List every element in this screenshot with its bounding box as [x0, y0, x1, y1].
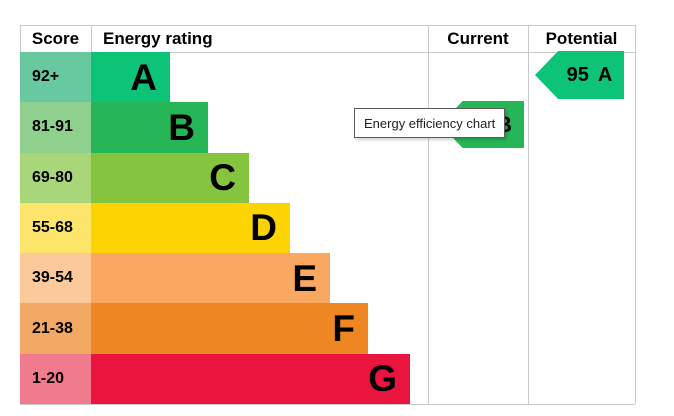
- tooltip: Energy efficiency chart: [354, 108, 506, 138]
- rating-bar-b: B: [91, 102, 208, 153]
- table-right-border: [635, 25, 636, 404]
- band-row-g: 1-20 G: [20, 353, 635, 404]
- score-range-e: 39-54: [20, 253, 91, 304]
- band-row-f: 21-38 F: [20, 303, 635, 354]
- score-rating-divider: [91, 25, 92, 52]
- current-column-left-border: [428, 25, 429, 404]
- band-row-d: 55-68 D: [20, 202, 635, 254]
- score-range-g: 1-20: [20, 353, 91, 404]
- rating-letter-g: G: [368, 358, 397, 400]
- rating-letter-e: E: [292, 257, 317, 299]
- header-bottom-border: [20, 52, 635, 53]
- rating-bar-e: E: [91, 253, 330, 304]
- band-row-c: 69-80 C: [20, 152, 635, 203]
- tooltip-text: Energy efficiency chart: [364, 115, 496, 131]
- band-row-b: 81-91 B: [20, 102, 635, 153]
- header-score: Score: [31, 28, 80, 48]
- potential-rating-letter: A: [597, 63, 613, 86]
- table-top-border: [20, 25, 635, 26]
- band-row-a: 92+ A: [20, 52, 635, 103]
- rating-bar-a: A: [91, 52, 170, 103]
- band-row-e: 39-54 E: [20, 253, 635, 304]
- rating-letter-c: C: [209, 157, 236, 199]
- score-range-f: 21-38: [20, 303, 91, 354]
- score-range-c: 69-80: [20, 152, 91, 203]
- rating-letter-b: B: [168, 106, 195, 148]
- header-current: Current: [447, 28, 509, 48]
- rating-bar-d: D: [91, 202, 290, 254]
- header-energy-rating: Energy rating: [103, 28, 213, 48]
- rating-bar-c: C: [91, 152, 249, 203]
- header-left-border: [20, 25, 21, 52]
- potential-rating-score: 95: [566, 63, 589, 86]
- score-range-d: 55-68: [20, 202, 91, 254]
- rating-letter-f: F: [332, 308, 355, 350]
- rating-letter-a: A: [130, 56, 157, 98]
- rating-letter-d: D: [250, 207, 277, 249]
- rating-bar-g: G: [91, 353, 410, 404]
- score-range-b: 81-91: [20, 102, 91, 153]
- table-bottom-border: [20, 404, 635, 405]
- band-rows: 92+ A 81-91 B 69-80 C 55-68 D 39-54: [20, 52, 635, 404]
- rating-bar-f: F: [91, 303, 368, 354]
- current-potential-divider: [528, 25, 529, 404]
- score-range-a: 92+: [20, 52, 91, 103]
- header-potential: Potential: [545, 28, 618, 48]
